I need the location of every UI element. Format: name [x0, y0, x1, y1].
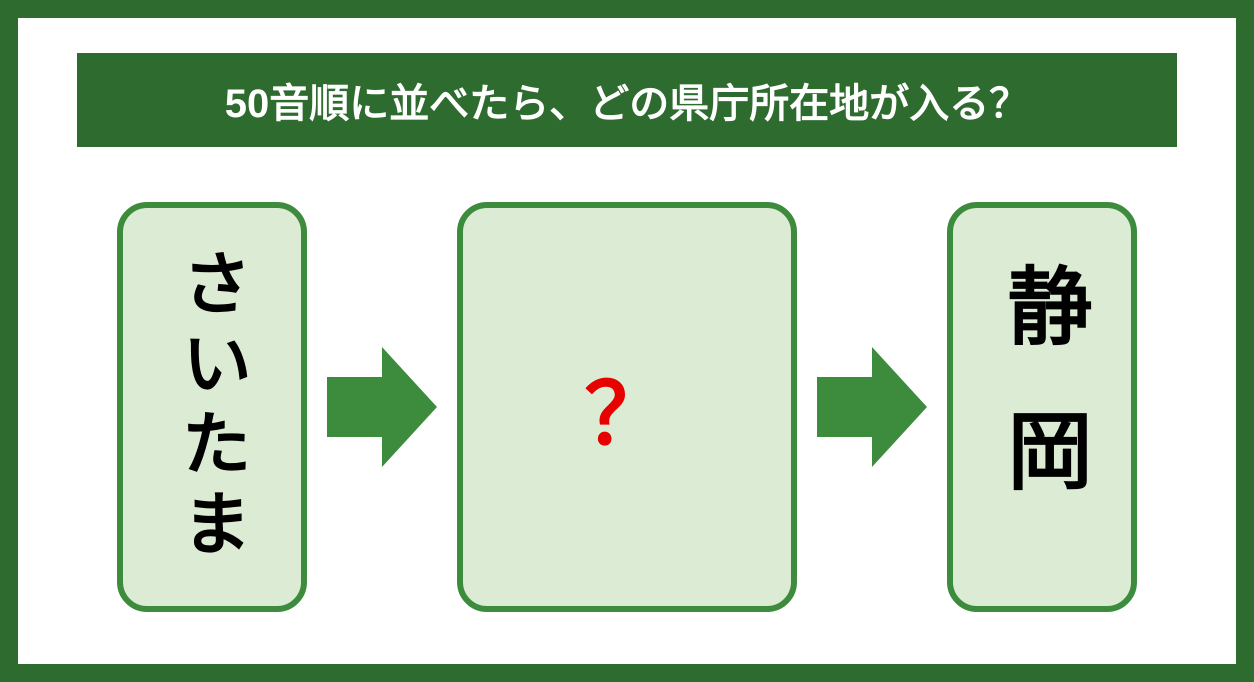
middle-box: ？ [457, 202, 797, 612]
right-box-text: 静岡 [981, 262, 1104, 552]
right-box: 静岡 [947, 202, 1137, 612]
diagram-row: さいたま ？ 静岡 [117, 202, 1137, 612]
arrow-shaft [327, 377, 382, 437]
arrow-head [872, 347, 927, 467]
left-box-text: さいたま [162, 247, 263, 567]
outer-frame: 50音順に並べたら、どの県庁所在地が入る？ さいたま ？ 静岡 [0, 0, 1254, 682]
left-box: さいたま [117, 202, 307, 612]
arrow-2 [817, 347, 927, 467]
title-bar: 50音順に並べたら、どの県庁所在地が入る？ [77, 53, 1177, 147]
arrow-shaft [817, 377, 872, 437]
arrow-1 [327, 347, 437, 467]
arrow-head [382, 347, 437, 467]
question-mark: ？ [584, 346, 669, 469]
